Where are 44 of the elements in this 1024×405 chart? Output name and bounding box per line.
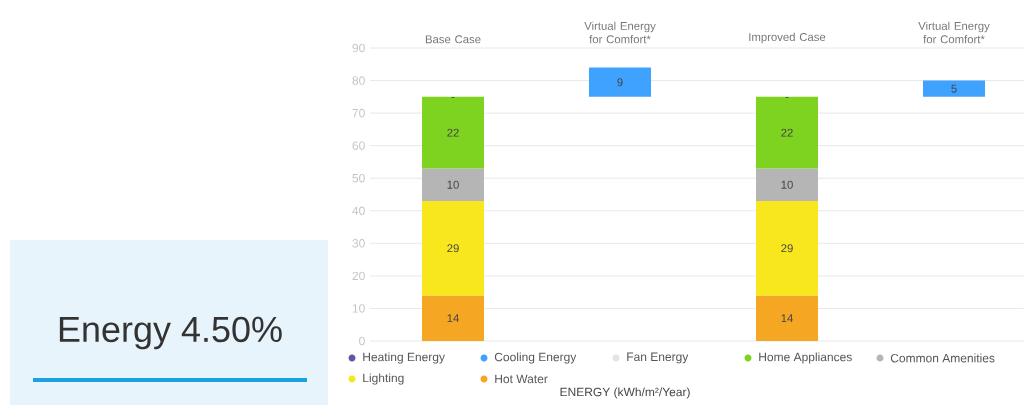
y-tick-label: 80 <box>352 76 365 85</box>
bar <box>422 201 485 296</box>
legend-label: Common Amenities <box>890 353 995 363</box>
y-tick-label: 90 <box>352 43 365 53</box>
legend-label: Cooling Energy <box>494 352 577 364</box>
x-axis-title: ENERGY (kWh/m²/Year) <box>560 387 690 399</box>
y-tick-label: 50 <box>352 173 365 183</box>
data-label: 14 <box>447 314 459 323</box>
data-label: 29 <box>447 244 459 253</box>
data-label: 22 <box>447 128 459 137</box>
y-tick-label: 10 <box>352 304 365 313</box>
y-tick-label: 70 <box>352 108 365 118</box>
legend-label: Fan Energy <box>627 352 689 364</box>
bar <box>923 80 986 97</box>
text: Energy 4.50% <box>59 316 282 350</box>
data-label: 10 <box>781 180 793 189</box>
y-tick-label: 40 <box>352 206 365 216</box>
x-tick-label: Improved Case <box>749 32 826 44</box>
x-tick-label: Virtual Energy for Comfort* <box>918 21 990 44</box>
bar <box>756 201 819 296</box>
legend-label: Lighting <box>363 373 404 385</box>
bar <box>756 168 819 202</box>
bar <box>589 67 652 97</box>
bar <box>756 295 819 341</box>
data-label: 9 <box>617 78 623 87</box>
data-label: - <box>785 97 789 98</box>
bar <box>756 96 819 169</box>
legend-label: Home Appliances <box>759 352 852 364</box>
bar <box>422 295 485 341</box>
data-label: 29 <box>781 244 793 253</box>
data-label: 22 <box>781 128 793 137</box>
data-label: 5 <box>951 84 957 93</box>
legend-label: Heating Energy <box>363 352 445 364</box>
x-tick-label: Virtual Energy for Comfort* <box>584 21 656 44</box>
bar <box>422 168 485 202</box>
legend-label: Hot Water <box>495 374 548 384</box>
bar <box>422 96 485 169</box>
y-tick-label: 60 <box>352 141 365 150</box>
y-tick-label: 20 <box>352 271 365 281</box>
x-tick-label: Base Case <box>425 35 481 44</box>
y-tick-label: 30 <box>352 239 365 248</box>
data-label: 10 <box>447 180 459 189</box>
data-label: 14 <box>781 314 793 323</box>
data-label: - <box>451 97 455 98</box>
